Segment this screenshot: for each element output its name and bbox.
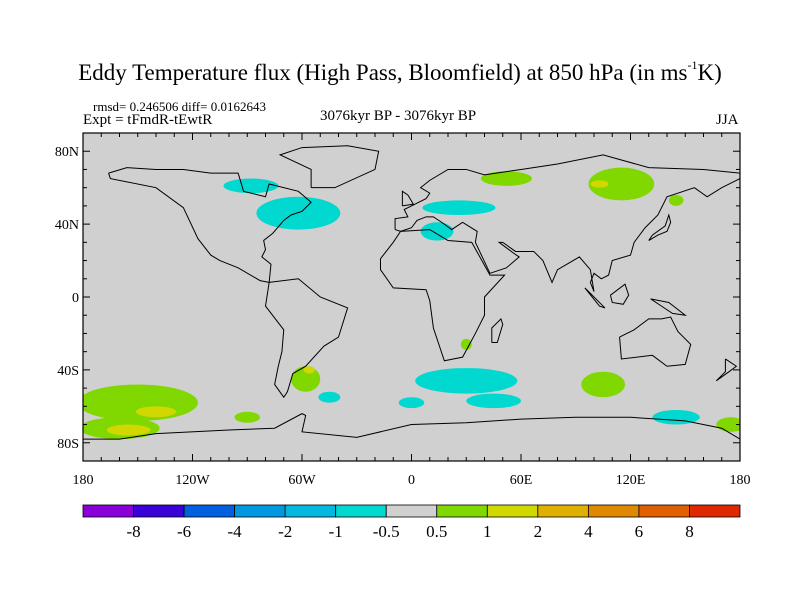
anomaly-region <box>303 366 315 374</box>
x-tick-label: 60E <box>510 473 533 488</box>
colorbar-box <box>82 504 134 518</box>
coastline-new-zealand <box>715 358 738 382</box>
colorbar-box <box>689 504 741 518</box>
colorbar-box <box>133 504 185 518</box>
colorbar-label: 2 <box>534 522 543 541</box>
coastline-south-america <box>264 278 349 399</box>
colorbar-box <box>234 504 286 518</box>
coastline-australia <box>619 316 692 367</box>
anomaly-region <box>291 366 321 392</box>
anomaly-region <box>460 338 472 350</box>
colorbar-label: -8 <box>126 522 140 541</box>
colorbar-box <box>335 504 387 518</box>
anomaly-region <box>106 424 151 436</box>
colorbar-box <box>537 504 589 518</box>
anomaly-region <box>234 411 261 423</box>
colorbar-label: -2 <box>278 522 292 541</box>
anomaly-region <box>420 222 454 241</box>
coastline-japan <box>648 213 672 241</box>
anomaly-region <box>668 194 684 206</box>
experiment-label: Expt = tFmdR-tEwtR <box>83 112 213 128</box>
colorbar-box <box>385 504 438 518</box>
chart-title: Eddy Temperature flux (High Pass, Bloomf… <box>78 58 722 85</box>
colorbar-box <box>436 504 488 518</box>
coastline-borneo <box>609 283 630 305</box>
colorbar-label: -6 <box>177 522 191 541</box>
y-tick-label: 0 <box>72 291 79 306</box>
colorbar-label: 8 <box>685 522 694 541</box>
x-tick-label: 180 <box>73 473 94 488</box>
anomaly-region <box>652 409 700 425</box>
anomaly-region <box>318 391 341 403</box>
colorbar-box <box>284 504 337 518</box>
colorbar-label: 0.5 <box>426 522 447 541</box>
coastline-new-guinea <box>650 298 688 316</box>
colorbar-label: -4 <box>228 522 243 541</box>
colorbar-box <box>587 504 640 518</box>
anomaly-region <box>415 368 518 394</box>
anomaly-region <box>135 406 177 418</box>
anomaly-region <box>466 393 521 409</box>
x-tick-label: 120E <box>616 473 646 488</box>
anomaly-region <box>588 167 655 201</box>
coastline-africa <box>379 229 506 362</box>
x-tick-label: 0 <box>408 473 415 488</box>
anomaly-region <box>480 171 532 186</box>
coastline-north-america <box>108 167 312 284</box>
x-tick-label: 60W <box>288 473 316 488</box>
y-tick-label: 80S <box>57 437 79 452</box>
anomaly-region <box>83 384 198 421</box>
colorbar-label: 6 <box>635 522 644 541</box>
coastline-madagascar <box>491 317 504 344</box>
x-tick-label: 180 <box>730 473 751 488</box>
anomaly-region <box>256 196 341 230</box>
anomaly-region <box>716 417 740 432</box>
coastline-britain <box>401 190 415 207</box>
coastline-eurasia <box>394 154 740 292</box>
colorbar-box <box>638 504 690 518</box>
colorbar-box <box>486 504 539 518</box>
colorbar-label: -0.5 <box>373 522 400 541</box>
colorbar-box <box>183 504 236 518</box>
anomaly-region <box>590 180 609 188</box>
anomaly-region <box>223 178 279 194</box>
x-tick-label: 120W <box>175 473 210 488</box>
season-label: JJA <box>716 112 739 128</box>
y-tick-label: 40S <box>57 364 79 379</box>
coastline-antarctica <box>83 413 740 440</box>
anomaly-region <box>422 200 496 215</box>
period-label: 3076kyr BP - 3076kyr BP <box>320 108 477 124</box>
colorbar-label: -1 <box>329 522 343 541</box>
colorbar-label: 1 <box>483 522 492 541</box>
coastline-sumatra <box>584 287 606 309</box>
y-tick-label: 40N <box>55 218 79 233</box>
map-content <box>83 145 740 440</box>
anomaly-region <box>581 371 626 398</box>
stats-label: rmsd= 0.246506 diff= 0.0162643 <box>93 99 266 114</box>
coastline-greenland <box>278 145 380 189</box>
anomaly-region <box>398 397 425 409</box>
colorbar-label: 4 <box>584 522 593 541</box>
y-tick-label: 80N <box>55 145 79 160</box>
